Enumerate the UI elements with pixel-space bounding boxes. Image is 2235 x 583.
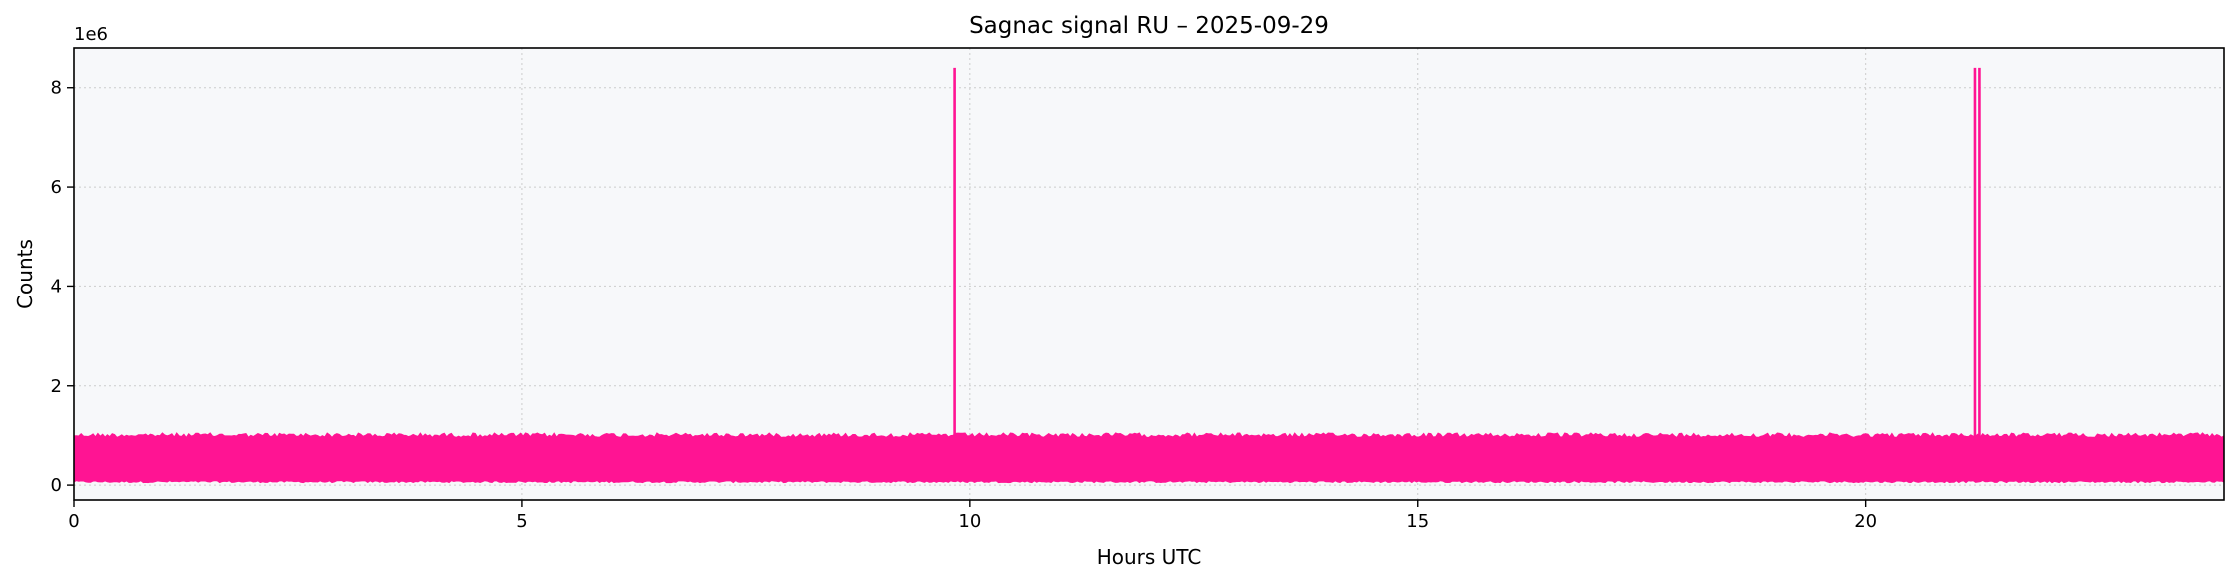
x-tick-label: 5 <box>516 511 527 532</box>
y-tick-label: 4 <box>51 276 62 297</box>
signal-noise-band <box>73 432 2225 484</box>
x-axis-label: Hours UTC <box>1097 545 1202 569</box>
x-tick-label: 20 <box>1854 511 1877 532</box>
plot-frame <box>73 47 2225 501</box>
y-axis-label: Counts <box>13 239 37 309</box>
plot-area <box>74 48 2224 500</box>
x-tick-label: 15 <box>1406 511 1429 532</box>
y-tick-label: 2 <box>51 376 62 397</box>
x-tick-label: 10 <box>958 511 981 532</box>
y-tick-label: 6 <box>51 177 62 198</box>
x-tick-label: 0 <box>68 511 79 532</box>
y-tick-label: 8 <box>51 78 62 99</box>
grid <box>73 48 2224 500</box>
chart-title: Sagnac signal RU – 2025-09-29 <box>969 13 1329 39</box>
y-axis-multiplier: 1e6 <box>74 24 108 45</box>
y-tick-label: 0 <box>51 475 62 496</box>
axes: 0 5 10 15 20 0 2 4 6 8 <box>51 78 1878 532</box>
